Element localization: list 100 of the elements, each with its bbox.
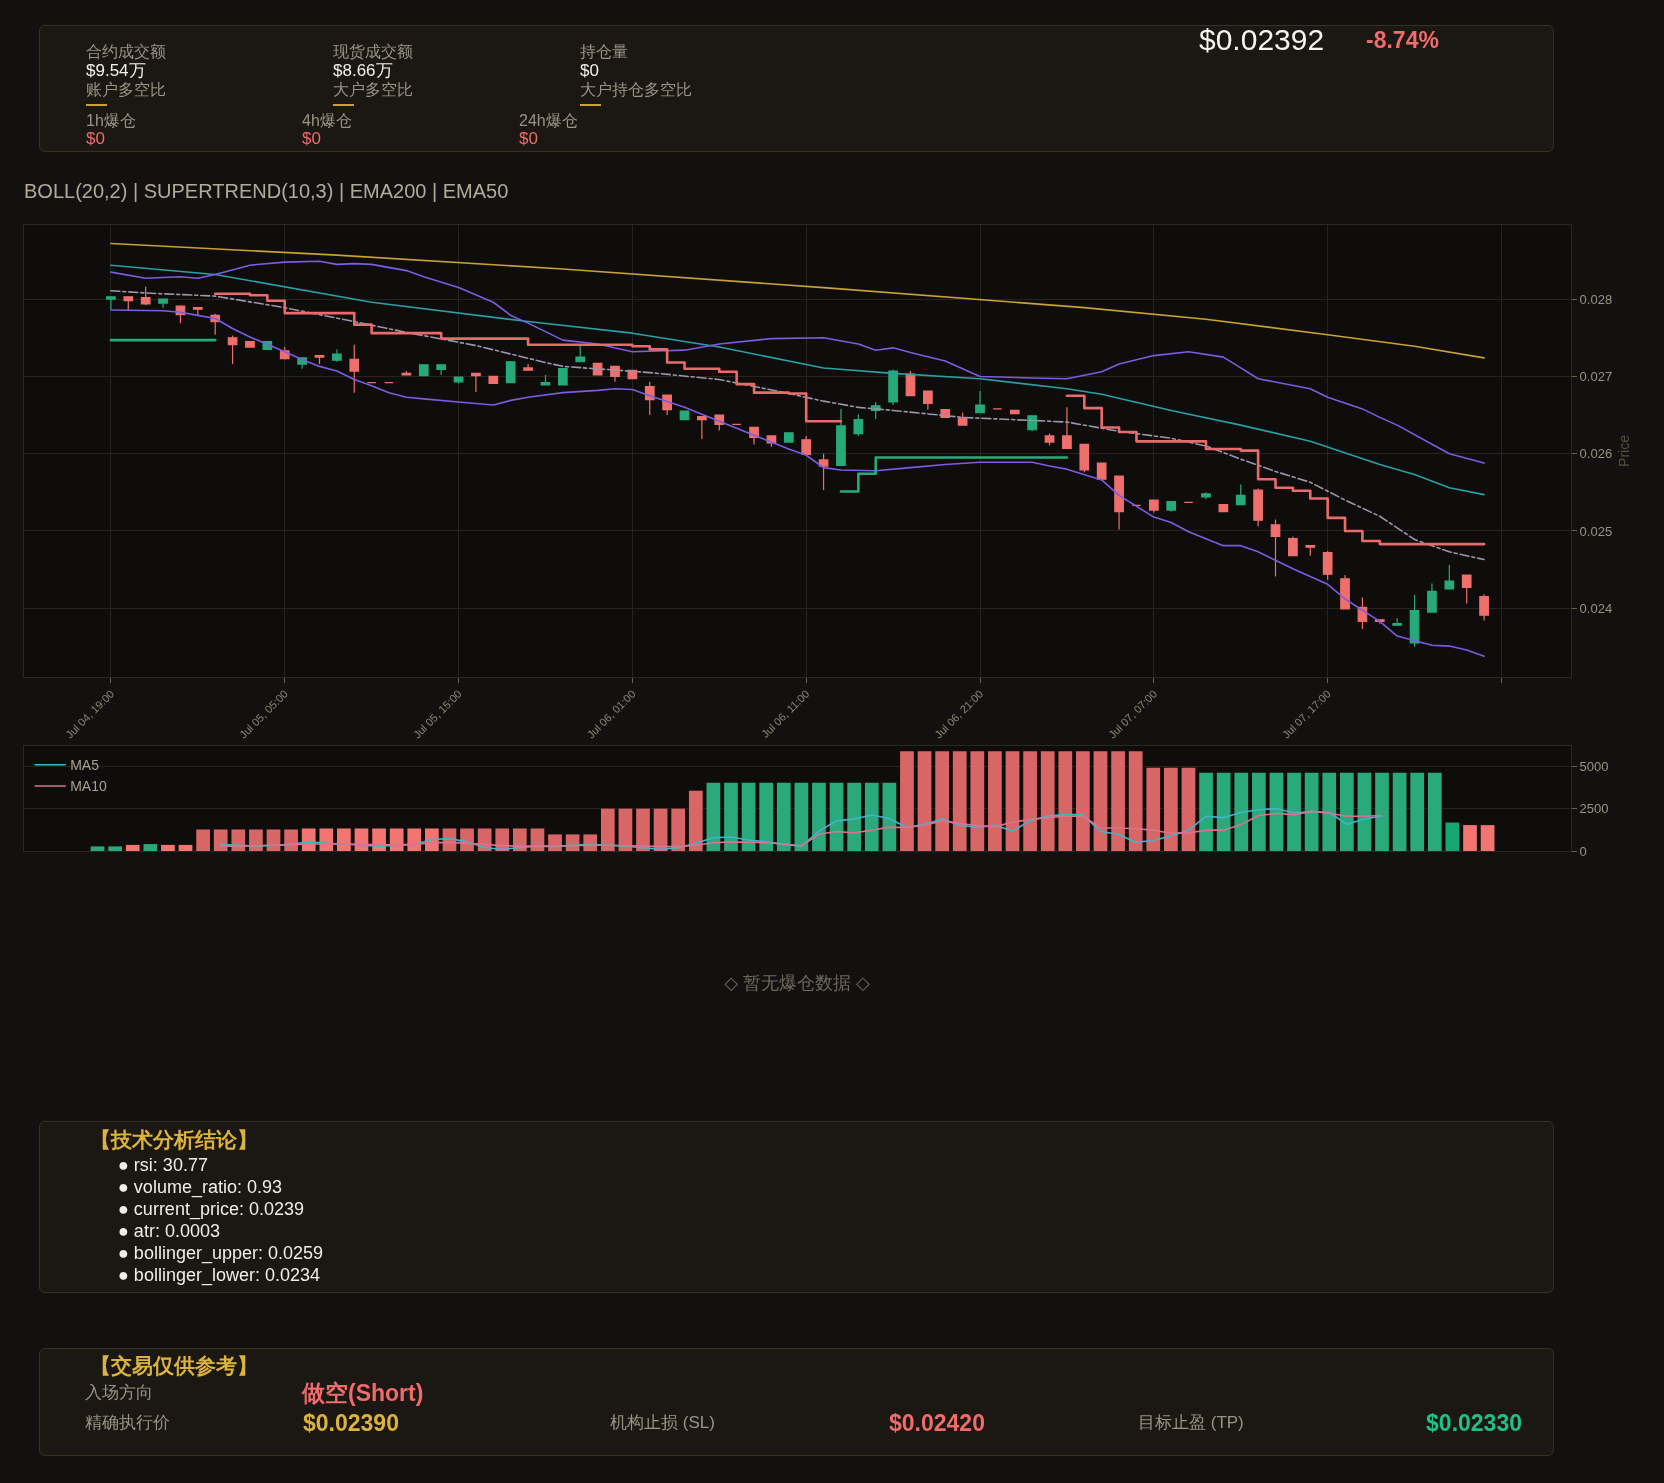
candlestick [1166, 501, 1177, 513]
bar [970, 751, 985, 851]
bar [1392, 772, 1407, 851]
bar [1111, 751, 1125, 851]
bar [600, 808, 615, 851]
text: 4h爆仓 [302, 111, 352, 131]
candlestick [1218, 504, 1229, 513]
bar [1146, 767, 1161, 851]
bar [812, 782, 826, 851]
text: 持仓量 [580, 42, 628, 62]
candlestick [783, 432, 794, 443]
text: $0 [302, 129, 321, 149]
candlestick [1479, 593, 1489, 622]
candlestick [1409, 594, 1420, 648]
text: 精确执行价 [85, 1413, 170, 1433]
y-tick-label: 0.028 [1579, 291, 1613, 307]
bar [636, 808, 650, 851]
bar [161, 844, 175, 851]
y-tick-label: 0.026 [1579, 446, 1613, 462]
candlestick [1027, 415, 1038, 432]
y-tick-label: 0.025 [1579, 523, 1613, 539]
candlestick [1444, 564, 1455, 590]
candlestick [1322, 550, 1333, 581]
bar [1164, 767, 1178, 851]
candlestick [853, 413, 864, 437]
bar [1322, 772, 1337, 851]
text: ● current_price: 0.0239 [118, 1198, 304, 1220]
bar [618, 808, 633, 851]
bar [1410, 772, 1425, 851]
bar [1463, 825, 1477, 851]
bar [196, 829, 210, 851]
candlestick [1062, 406, 1072, 449]
bar [917, 751, 932, 851]
candlestick [1288, 535, 1298, 557]
bar [108, 846, 123, 851]
candlestick [471, 372, 481, 393]
bar [794, 782, 809, 851]
candlestick [106, 296, 116, 310]
bar [900, 751, 914, 851]
y-axis-title: Price [1616, 434, 1633, 467]
bar [847, 782, 862, 851]
bar [1375, 772, 1389, 851]
candlestick [888, 368, 898, 406]
text: $0.02330 [1426, 1409, 1522, 1437]
candlestick [1340, 574, 1350, 610]
bar [688, 790, 703, 851]
bar [1128, 751, 1143, 851]
candlestick [592, 362, 603, 376]
candlestick [957, 412, 968, 426]
text: 账户多空比 [86, 80, 166, 100]
bar [1480, 825, 1495, 851]
bar [1357, 772, 1372, 851]
candlestick [540, 374, 551, 386]
bar [1304, 772, 1319, 851]
candlestick [1305, 545, 1316, 557]
bar [988, 751, 1002, 851]
bar [864, 782, 879, 851]
bar [1216, 772, 1231, 851]
bar [213, 829, 228, 851]
bar [90, 846, 105, 851]
text: ● volume_ratio: 0.93 [118, 1176, 282, 1198]
candlestick [1131, 504, 1142, 507]
text: $0 [580, 61, 599, 81]
candlestick [401, 370, 412, 376]
candlestick [1392, 617, 1403, 626]
text: $0.02392 [1199, 22, 1325, 58]
bar [337, 828, 351, 851]
candlestick [488, 375, 499, 384]
legend-label: MA10 [70, 778, 107, 795]
text: 大户多空比 [333, 80, 413, 100]
candlestick [505, 360, 516, 384]
bar [1199, 772, 1213, 851]
bar [776, 782, 791, 851]
bar [1445, 822, 1460, 851]
text: 做空(Short) [302, 1379, 424, 1407]
text: -8.74% [1366, 26, 1439, 54]
bar [1058, 751, 1073, 851]
candlestick [1044, 433, 1055, 446]
candlestick [418, 364, 429, 377]
candlestick [1461, 574, 1472, 605]
text: ● atr: 0.0003 [118, 1220, 220, 1242]
bar [1251, 772, 1266, 851]
candlestick [1201, 491, 1211, 500]
y-tick-label: 0.027 [1579, 368, 1613, 384]
candlestick [158, 298, 168, 309]
text: 24h爆仓 [519, 111, 578, 131]
candlestick [923, 390, 933, 411]
chart-title: BOLL(20,2) | SUPERTREND(10,3) | EMA200 | EMA50 [24, 180, 509, 202]
bar [407, 828, 422, 851]
text: ● bollinger_lower: 0.0234 [118, 1264, 320, 1286]
candlestick [1079, 443, 1090, 473]
bar [1269, 772, 1284, 851]
legend-label: MA5 [70, 757, 100, 774]
candlestick [575, 344, 586, 363]
text: 目标止盈 (TP) [1138, 1413, 1244, 1433]
candlestick [818, 453, 829, 491]
text: ◇ 暂无爆仓数据 ◇ [724, 972, 870, 994]
y-tick-label: 0 [1579, 843, 1587, 859]
bar [1093, 751, 1108, 851]
text: $0.02390 [303, 1409, 399, 1437]
